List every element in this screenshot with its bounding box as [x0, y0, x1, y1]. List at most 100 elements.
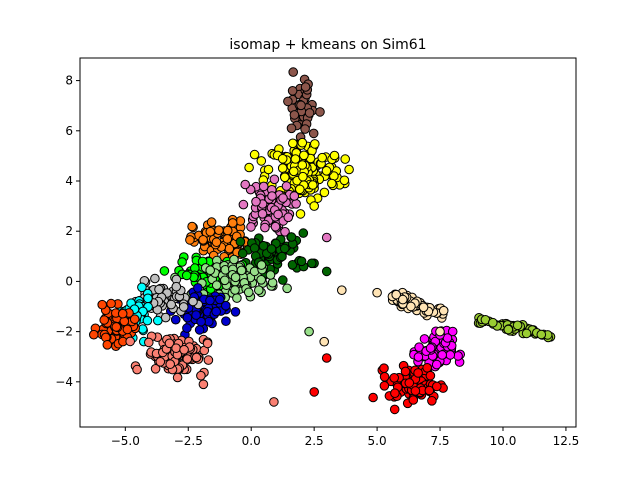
x-tick-label: 2.5 — [305, 434, 324, 448]
cluster-13-point — [379, 363, 389, 374]
cluster-4-point — [235, 236, 246, 247]
cluster-4-point — [307, 258, 317, 269]
cluster-6-point — [229, 254, 239, 265]
x-axis-ticks: −5.0 −2.5 0.0 2.5 5.0 7.5 10.0 12.5 — [111, 427, 580, 448]
cluster-1-point — [319, 187, 330, 198]
cluster-10-point — [102, 340, 113, 350]
cluster-1-point — [295, 184, 305, 195]
cluster-1-point — [317, 152, 328, 163]
cluster-1-point — [321, 166, 332, 176]
cluster-1-point — [295, 209, 306, 219]
cluster-4-point — [287, 260, 298, 270]
cluster-3-point — [224, 243, 235, 254]
cluster-1-point — [280, 172, 290, 183]
cluster-7-point — [205, 295, 215, 306]
x-tick-label: 0.0 — [242, 434, 261, 448]
cluster-4-point — [298, 228, 309, 238]
outlier-point — [304, 326, 314, 337]
outlier-point — [296, 256, 307, 267]
cluster-2-point — [258, 181, 269, 192]
x-tick-label: −5.0 — [111, 434, 140, 448]
cluster-10-point — [106, 298, 116, 309]
cluster-4-point — [237, 248, 248, 259]
cluster-6-point — [282, 283, 292, 294]
cluster-7-point — [221, 316, 231, 327]
cluster-3-point — [222, 225, 233, 236]
cluster-2-point — [291, 199, 301, 209]
cluster-7-point — [196, 316, 206, 327]
cluster-3-point — [185, 235, 195, 245]
cluster-10-point — [129, 314, 140, 325]
cluster-12-point — [419, 334, 430, 344]
cluster-7-point — [182, 312, 193, 323]
cluster-2-point — [273, 209, 283, 220]
cluster-6-point — [211, 280, 222, 291]
cluster-13-point — [408, 395, 419, 405]
cluster-2-point — [246, 222, 256, 232]
cluster-4-point — [258, 241, 269, 251]
cluster-11-point — [172, 372, 183, 383]
x-tick-label: 7.5 — [430, 434, 449, 448]
cluster-7-point — [215, 294, 225, 305]
cluster-1-point — [299, 150, 309, 161]
cluster-1-point — [344, 164, 354, 175]
cluster-2-point — [289, 191, 300, 201]
cluster-13-point — [413, 368, 423, 378]
cluster-11-point — [132, 364, 142, 375]
cluster-11-point — [164, 338, 175, 349]
cluster-10-point — [89, 329, 99, 340]
cluster-8-point — [166, 299, 176, 310]
cluster-4-point — [249, 243, 260, 253]
cluster-3-point — [222, 234, 233, 244]
x-tick-label: 5.0 — [368, 434, 387, 448]
outlier-point — [288, 138, 298, 149]
cluster-11-point — [203, 355, 214, 365]
cluster-1-point — [310, 139, 320, 149]
outlier-point — [372, 287, 382, 298]
cluster-4-point — [279, 243, 290, 254]
cluster-10-point — [111, 322, 122, 332]
cluster-12-point — [414, 342, 424, 353]
cluster-0-point — [315, 107, 325, 117]
cluster-1-point — [244, 162, 254, 173]
outlier-point — [337, 285, 347, 296]
x-tick-label: 12.5 — [553, 434, 580, 448]
cluster-4-point — [277, 251, 287, 262]
cluster-1-point — [339, 175, 350, 186]
cluster-3-point — [187, 221, 197, 232]
cluster-11-point — [191, 352, 202, 363]
cluster-2-point — [281, 181, 292, 191]
cluster-2-point — [267, 191, 277, 201]
cluster-3-point — [214, 225, 224, 235]
cluster-7-point — [194, 325, 205, 335]
outlier-point — [321, 232, 332, 243]
outlier-point — [253, 285, 264, 296]
cluster-3-point — [205, 226, 216, 237]
scatter-points — [89, 67, 556, 415]
cluster-11-point — [182, 354, 193, 364]
cluster-10-point — [119, 316, 130, 327]
cluster-10-point — [122, 324, 133, 335]
band-1-point — [536, 329, 547, 340]
band-0-point — [406, 301, 416, 312]
band-0-point — [438, 305, 449, 316]
cluster-2-point — [278, 193, 288, 203]
cluster-0-point — [289, 110, 300, 120]
cluster-13-point — [379, 381, 390, 391]
y-tick-label: −4 — [55, 375, 73, 389]
cluster-1-point — [277, 163, 288, 173]
cluster-1-point — [277, 154, 288, 164]
band-1-point — [512, 320, 523, 331]
cluster-7-point — [230, 307, 241, 317]
cluster-2-point — [280, 227, 290, 237]
cluster-2-point — [257, 209, 268, 219]
cluster-1-point — [263, 164, 274, 175]
band-0-point — [398, 294, 408, 305]
y-tick-label: −2 — [55, 325, 73, 339]
cluster-2-point — [269, 174, 280, 185]
cluster-7-point — [211, 306, 221, 317]
cluster-6-point — [230, 285, 240, 295]
cluster-1-point — [297, 160, 308, 170]
cluster-9-point — [142, 315, 153, 326]
